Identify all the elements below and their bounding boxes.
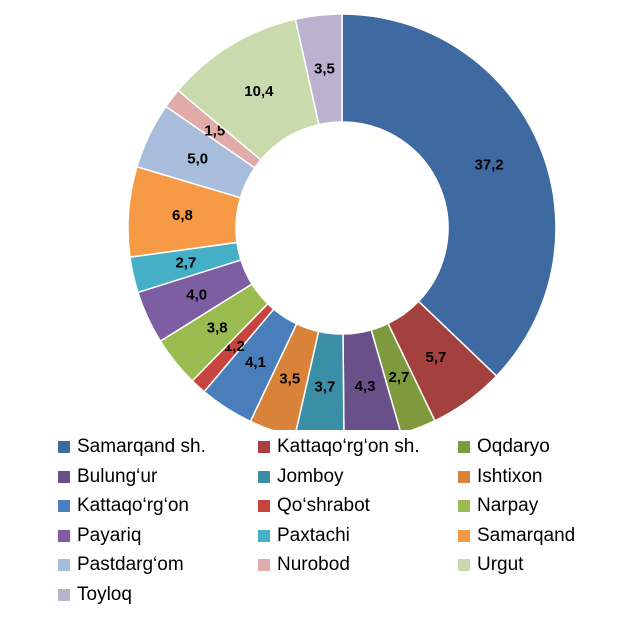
legend-label: Nurobod: [277, 554, 350, 575]
legend-label: Qo‘shrabot: [277, 495, 370, 516]
legend-label: Toyloq: [77, 583, 132, 605]
legend-swatch: [58, 588, 70, 601]
legend-swatch: [58, 559, 70, 571]
legend-item-payariq: Payariq: [58, 523, 141, 549]
data-label-kattaqo-rg-on: 4,1: [245, 354, 266, 371]
legend-label: Urgut: [477, 554, 524, 575]
legend-swatch: [458, 500, 470, 512]
legend-swatch: [458, 470, 470, 483]
legend-label: Paxtachi: [277, 524, 350, 546]
legend-swatch: [458, 559, 470, 571]
data-label-samarqand: 6,8: [172, 207, 193, 224]
legend-label: Samarqand: [477, 524, 576, 546]
legend-label: Oqdaryo: [477, 436, 550, 457]
data-label-samarqand-sh: 37,2: [475, 157, 504, 174]
legend-swatch: [258, 441, 270, 453]
legend-swatch: [258, 559, 270, 571]
legend-swatch: [258, 500, 270, 512]
data-label-kattaqo-rg-on-sh: 5,7: [426, 349, 447, 366]
legend-item-qo-shrabot: Qo‘shrabot: [258, 493, 370, 519]
legend-label: Narpay: [477, 495, 539, 516]
data-label-paxtachi: 2,7: [175, 255, 196, 272]
legend-item-kattaqo-rg-on-sh: Kattaqo‘rg‘on sh.: [258, 434, 420, 460]
legend-label: Samarqand sh.: [77, 436, 206, 457]
legend-label: Kattaqo‘rg‘on: [77, 495, 189, 516]
legend-item-oqdaryo: Oqdaryo: [458, 434, 550, 460]
donut-plot: 37,25,72,74,33,73,54,11,23,84,02,76,85,0…: [127, 13, 557, 430]
legend-item-samarqand: Samarqand: [458, 523, 575, 549]
slice-samarqand-sh: [341, 13, 557, 378]
legend-swatch: [58, 529, 70, 542]
legend-label: Payariq: [77, 524, 142, 546]
data-label-nurobod: 1,5: [204, 123, 225, 140]
data-label-toyloq: 3,5: [314, 60, 335, 77]
legend-swatch: [58, 470, 70, 483]
legend-item-toyloq: Toyloq: [58, 582, 132, 608]
legend-item-paxtachi: Paxtachi: [258, 523, 350, 549]
legend-item-ishtixon: Ishtixon: [458, 464, 542, 490]
data-label-ishtixon: 3,5: [279, 371, 300, 388]
legend-label: Pastdarg‘om: [77, 554, 184, 575]
legend-item-samarqand-sh: Samarqand sh.: [58, 434, 206, 460]
legend-swatch: [258, 529, 270, 542]
data-label-jomboy: 3,7: [315, 379, 336, 396]
data-label-urgut: 10,4: [244, 83, 274, 100]
legend-item-bulung-ur: Bulung‘ur: [58, 464, 157, 490]
data-label-bulung-ur: 4,3: [355, 378, 376, 395]
legend-swatch: [458, 529, 470, 542]
legend-label: Kattaqo‘rg‘on sh.: [277, 436, 420, 457]
legend-swatch: [58, 500, 70, 512]
legend-item-nurobod: Nurobod: [258, 552, 350, 578]
legend-label: Ishtixon: [477, 465, 543, 487]
legend-label: Jomboy: [277, 465, 344, 487]
legend-item-narpay: Narpay: [458, 493, 538, 519]
legend-swatch: [458, 441, 470, 453]
legend-swatch: [58, 441, 70, 453]
legend-item-jomboy: Jomboy: [258, 464, 344, 490]
data-label-narpay: 3,8: [207, 320, 228, 337]
data-label-oqdaryo: 2,7: [389, 369, 410, 386]
legend-label: Bulung‘ur: [77, 465, 158, 487]
legend-swatch: [258, 470, 270, 483]
legend-item-urgut: Urgut: [458, 552, 523, 578]
data-label-pastdarg-om: 5,0: [187, 150, 208, 167]
legend-item-pastdarg-om: Pastdarg‘om: [58, 552, 184, 578]
legend-item-kattaqo-rg-on: Kattaqo‘rg‘on: [58, 493, 189, 519]
slice-toyloq: [294, 13, 343, 126]
data-label-payariq: 4,0: [186, 286, 207, 303]
